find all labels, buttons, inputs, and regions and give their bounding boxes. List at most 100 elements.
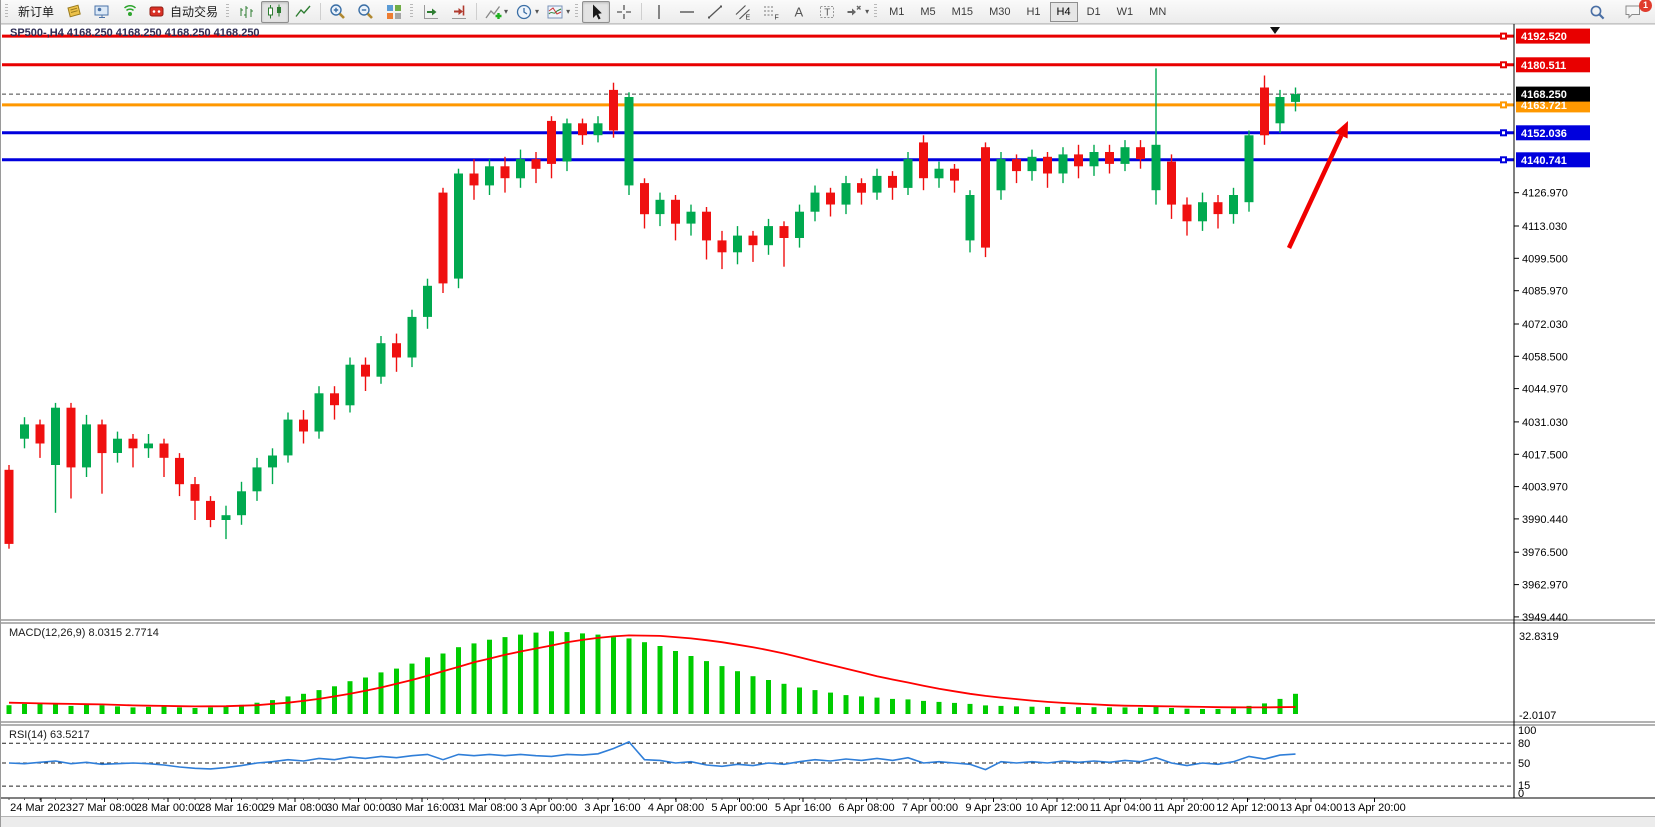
svg-text:3 Apr 00:00: 3 Apr 00:00 [521,802,577,814]
search-icon [1590,5,1605,19]
svg-text:100: 100 [1518,725,1536,737]
clock-icon [516,4,532,19]
timeframe-d1-button[interactable]: D1 [1086,5,1101,18]
svg-text:-2.0107: -2.0107 [1519,710,1556,722]
signal-icon [124,4,137,16]
channel-button[interactable]: E [729,1,757,23]
autotrade-button-label: 自动交易 [170,5,219,19]
arrows-button[interactable]: ▾ [841,1,872,23]
autotrade-button[interactable]: 自动交易 [144,1,224,23]
macd-indicator-label: MACD(12,26,9) 8.0315 2.7714 [9,627,159,639]
trend-icon [708,5,723,18]
svg-text:27 Mar 08:00: 27 Mar 08:00 [72,802,137,814]
svg-text:4113.030: 4113.030 [1522,221,1567,233]
horizontal-line-button[interactable] [673,1,701,23]
svg-text:3962.970: 3962.970 [1522,580,1568,592]
price-axis[interactable]: 4126.970 4113.030 4099.500 4085.970 4072.030… [1513,24,1590,798]
svg-text:4152.036: 4152.036 [1521,128,1567,140]
fibonacci-button[interactable]: F [757,1,785,23]
label-button[interactable]: T [813,1,841,23]
indicators-icon [485,5,502,19]
autotrade-icon [149,6,164,16]
timeframe-mn-button[interactable]: MN [1149,5,1167,18]
svg-text:13 Apr 20:00: 13 Apr 20:00 [1343,802,1405,814]
timeframe-m5-button[interactable]: M5 [920,5,936,18]
text-button[interactable]: A [785,1,813,23]
svg-text:4192.520: 4192.520 [1521,31,1567,43]
template-icon [547,5,563,18]
toolbar-separator [476,3,478,20]
svg-text:3 Apr 16:00: 3 Apr 16:00 [584,802,640,814]
candles-icon [268,4,282,18]
search-button[interactable] [1583,1,1611,23]
timeframe-h1-button[interactable]: H1 [1026,5,1041,18]
labelT-icon: T [820,5,835,18]
crosshair-button[interactable] [610,1,638,23]
timeframe-h4-button[interactable]: H4 [1049,1,1078,22]
annotation-arrow[interactable] [1286,121,1348,249]
bar-chart-button[interactable] [233,1,261,23]
indicators-button[interactable]: ▾ [480,1,511,23]
svg-text:6 Apr 08:00: 6 Apr 08:00 [838,802,894,814]
svg-text:A: A [795,4,804,19]
gold-doc-icon [67,4,81,17]
toolbar-separator [641,3,643,20]
svg-text:0: 0 [1518,788,1524,800]
toolbar-grip [874,4,878,19]
svg-text:4180.511: 4180.511 [1521,60,1566,72]
signal-button[interactable] [116,1,144,23]
history-button[interactable] [60,1,88,23]
svg-text:F: F [775,14,779,21]
svg-text:5 Apr 00:00: 5 Apr 00:00 [711,802,767,814]
svg-text:9 Apr 23:00: 9 Apr 23:00 [965,802,1021,814]
svg-text:4126.970: 4126.970 [1522,188,1568,200]
svg-text:5 Apr 16:00: 5 Apr 16:00 [775,802,831,814]
autoscroll-icon [424,4,439,19]
crosshair-icon [617,4,632,19]
candlestick-button[interactable] [261,0,290,23]
svg-text:E: E [746,14,751,21]
svg-text:28 Mar 16:00: 28 Mar 16:00 [199,802,264,814]
macd-signal-line [8,634,1296,709]
templates-button[interactable]: ▾ [542,1,573,23]
shapes-icon [847,5,862,15]
toolbar-grip [410,4,414,19]
svg-text:12 Apr 12:00: 12 Apr 12:00 [1216,802,1278,814]
svg-text:4099.500: 4099.500 [1522,253,1568,265]
svg-text:80: 80 [1518,738,1530,750]
rsi-line [8,740,1296,771]
timeframe-m15-button[interactable]: M15 [951,5,974,18]
zoom-out-button[interactable] [352,1,380,23]
timeframe-m1-button[interactable]: M1 [889,5,905,18]
vertical-line-button[interactable] [645,1,673,23]
dropdown-arrow-icon: ▾ [504,7,509,16]
svg-text:4140.741: 4140.741 [1521,155,1567,167]
zoom-in-icon [330,3,345,19]
auto-scroll-button[interactable] [417,1,445,23]
svg-text:3976.500: 3976.500 [1522,547,1568,559]
svg-text:4163.721: 4163.721 [1521,100,1567,112]
line-chart-button[interactable] [289,1,317,23]
fibo-icon: F [764,6,779,21]
channel-icon: E [735,4,751,21]
candlesticks [4,68,1300,549]
svg-text:3949.440: 3949.440 [1522,612,1568,624]
toolbar-grip [5,4,8,19]
chart-shift-button[interactable] [445,1,473,23]
tile-windows-button[interactable] [380,1,408,23]
timeframe-m30-button[interactable]: M30 [989,5,1011,18]
textA-icon: A [795,4,804,19]
notifications-button[interactable]: 1 [1619,0,1652,23]
periods-button[interactable]: ▾ [511,1,542,23]
new-order-button[interactable]: 新订单 [12,1,60,23]
cursor-button[interactable] [582,0,611,23]
timeframe-w1-button[interactable]: W1 [1116,5,1134,18]
trendline-button[interactable] [701,1,729,23]
chart-window-button[interactable] [88,1,116,23]
chart-shift-marker[interactable] [1270,27,1280,34]
dropdown-arrow-icon: ▾ [566,7,571,16]
symbol-ohlc-header: SP500-,H4 4168.250 4168.250 4168.250 416… [10,27,260,39]
zoom-in-button[interactable] [324,1,352,23]
